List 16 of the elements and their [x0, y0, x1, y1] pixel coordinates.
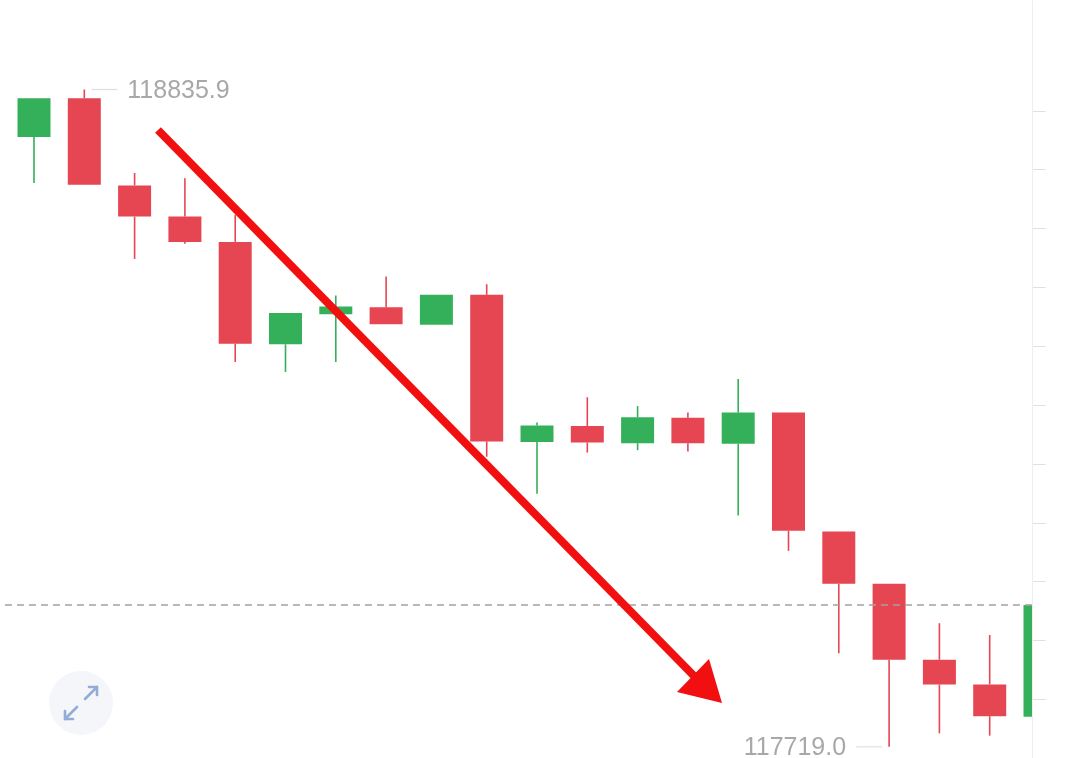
candlestick [973, 634, 1007, 737]
annotation: 118835.9 [127, 74, 230, 103]
candlestick [218, 214, 252, 363]
candlestick [369, 275, 403, 325]
candlestick [419, 294, 453, 325]
candlestick [671, 411, 705, 453]
candlestick [269, 313, 302, 373]
candlestick [470, 283, 504, 458]
candlestick [17, 98, 51, 184]
candlestick [570, 396, 604, 454]
annotation: 117719.0 [743, 731, 847, 758]
candlestick [721, 378, 755, 517]
candlestick [168, 177, 202, 245]
candlestick [772, 412, 805, 552]
candlestick [922, 622, 956, 735]
candlestick [822, 531, 856, 655]
